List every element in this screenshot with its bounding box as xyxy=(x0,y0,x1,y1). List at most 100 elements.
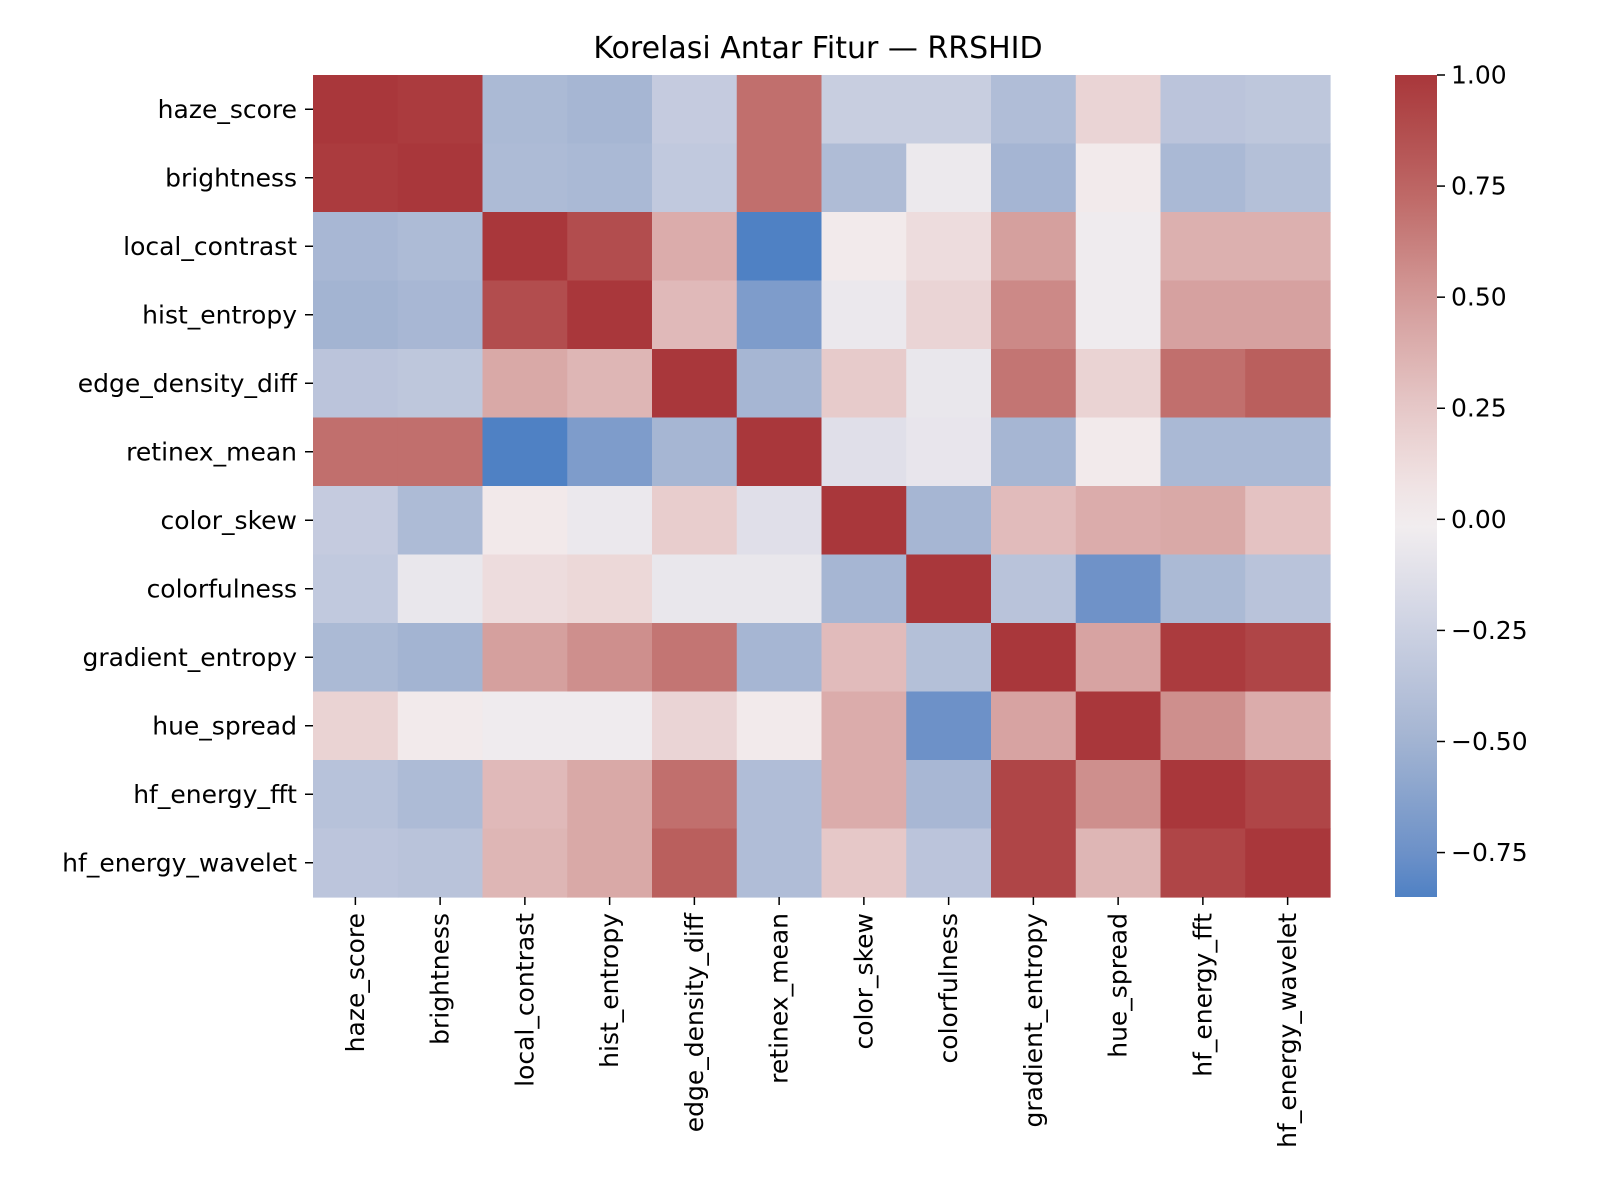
heatmap-cell-brightness-color_skew xyxy=(821,143,907,213)
heatmap-cell-colorfulness-brightness xyxy=(397,554,484,624)
row-label-local_contrast: local_contrast xyxy=(123,232,297,261)
heatmap-cell-haze_score-brightness xyxy=(397,75,484,145)
heatmap-cell-hue_spread-brightness xyxy=(397,691,484,761)
heatmap-cell-brightness-hf_energy_wavelet xyxy=(1245,143,1331,213)
column-label-local_contrast: local_contrast xyxy=(510,913,539,1087)
heatmap-cell-color_skew-color_skew xyxy=(821,486,907,556)
colorbar-tick-label: 0.25 xyxy=(1451,394,1507,423)
heatmap-cell-color_skew-hue_spread xyxy=(1075,486,1162,556)
row-label-gradient_entropy: gradient_entropy xyxy=(82,643,297,672)
colorbar-gradient xyxy=(1395,75,1437,897)
heatmap-cell-brightness-hist_entropy xyxy=(567,143,653,213)
heatmap-cell-gradient_entropy-local_contrast xyxy=(482,623,568,693)
heatmap-cell-colorfulness-color_skew xyxy=(821,554,907,624)
heatmap-cell-retinex_mean-edge_density_diff xyxy=(652,417,738,487)
row-label-hf_energy_wavelet: hf_energy_wavelet xyxy=(62,848,297,877)
heatmap-cell-hf_energy_fft-brightness xyxy=(397,760,484,830)
heatmap-cell-colorfulness-retinex_mean xyxy=(736,554,823,624)
heatmap-cell-haze_score-retinex_mean xyxy=(736,75,823,145)
heatmap-cell-hue_spread-retinex_mean xyxy=(736,691,823,761)
heatmap-cell-local_contrast-edge_density_diff xyxy=(652,212,738,282)
colorbar-tick-label: 0.50 xyxy=(1451,283,1507,312)
heatmap-cell-hue_spread-colorfulness xyxy=(906,691,992,761)
heatmap-cell-local_contrast-colorfulness xyxy=(906,212,992,282)
heatmap-cell-haze_score-local_contrast xyxy=(482,75,568,145)
heatmap-cell-colorfulness-hf_energy_fft xyxy=(1160,554,1246,624)
heatmap-cell-brightness-hf_energy_fft xyxy=(1160,143,1246,213)
heatmap-cell-edge_density_diff-local_contrast xyxy=(482,349,568,419)
row-label-color_skew: color_skew xyxy=(161,506,298,535)
heatmap-cell-color_skew-local_contrast xyxy=(482,486,568,556)
heatmap-cell-hf_energy_fft-colorfulness xyxy=(906,760,992,830)
heatmap-cell-brightness-colorfulness xyxy=(906,143,992,213)
heatmap-cell-hf_energy_wavelet-haze_score xyxy=(313,828,399,898)
heatmap-cell-local_contrast-retinex_mean xyxy=(736,212,823,282)
heatmap-cell-edge_density_diff-edge_density_diff xyxy=(652,349,738,419)
heatmap-cell-retinex_mean-hist_entropy xyxy=(567,417,653,487)
heatmap-cell-colorfulness-hf_energy_wavelet xyxy=(1245,554,1331,624)
heatmap-cell-color_skew-hf_energy_wavelet xyxy=(1245,486,1331,556)
heatmap-cell-haze_score-hf_energy_fft xyxy=(1160,75,1246,145)
heatmap-cell-hist_entropy-haze_score xyxy=(313,280,399,350)
heatmap-cell-haze_score-hist_entropy xyxy=(567,75,653,145)
heatmap-cell-brightness-retinex_mean xyxy=(736,143,823,213)
heatmap-cell-gradient_entropy-brightness xyxy=(397,623,484,693)
heatmap-cell-hf_energy_fft-edge_density_diff xyxy=(652,760,738,830)
column-label-hue_spread: hue_spread xyxy=(1104,913,1133,1058)
heatmap-cell-retinex_mean-color_skew xyxy=(821,417,907,487)
heatmap-cell-haze_score-haze_score xyxy=(313,75,399,145)
heatmap-cell-color_skew-retinex_mean xyxy=(736,486,823,556)
heatmap-cell-color_skew-colorfulness xyxy=(906,486,992,556)
heatmap-cell-edge_density_diff-color_skew xyxy=(821,349,907,419)
heatmap-cell-edge_density_diff-hue_spread xyxy=(1075,349,1162,419)
heatmap-cell-hist_entropy-retinex_mean xyxy=(736,280,823,350)
heatmap-cell-hf_energy_wavelet-edge_density_diff xyxy=(652,828,738,898)
heatmap-cell-edge_density_diff-hist_entropy xyxy=(567,349,653,419)
heatmap-cell-brightness-local_contrast xyxy=(482,143,568,213)
heatmap-cell-hist_entropy-hue_spread xyxy=(1075,280,1162,350)
heatmap-cell-retinex_mean-hf_energy_wavelet xyxy=(1245,417,1331,487)
heatmap-cell-local_contrast-hf_energy_wavelet xyxy=(1245,212,1331,282)
heatmap-cell-brightness-hue_spread xyxy=(1075,143,1162,213)
heatmap-cell-colorfulness-hue_spread xyxy=(1075,554,1162,624)
heatmap-cell-colorfulness-local_contrast xyxy=(482,554,568,624)
heatmap-cell-hf_energy_wavelet-hue_spread xyxy=(1075,828,1162,898)
row-label-hf_energy_fft: hf_energy_fft xyxy=(133,780,297,809)
colorbar: 1.00 0.75 0.50 0.25 0.00 −0.25 −0.50 −0.75 xyxy=(1395,61,1528,897)
heatmap-cell-colorfulness-colorfulness xyxy=(906,554,992,624)
heatmap-cell-hist_entropy-hf_energy_fft xyxy=(1160,280,1246,350)
heatmap-cell-color_skew-edge_density_diff xyxy=(652,486,738,556)
heatmap-cell-hue_spread-gradient_entropy xyxy=(991,691,1077,761)
heatmap-cell-gradient_entropy-gradient_entropy xyxy=(991,623,1077,693)
row-label-edge_density_diff: edge_density_diff xyxy=(78,369,298,398)
heatmap-cell-local_contrast-brightness xyxy=(397,212,484,282)
heatmap-cell-hue_spread-hue_spread xyxy=(1075,691,1162,761)
heatmap-cell-retinex_mean-local_contrast xyxy=(482,417,568,487)
column-label-hf_energy_fft: hf_energy_fft xyxy=(1188,913,1217,1077)
heatmap-cell-hist_entropy-color_skew xyxy=(821,280,907,350)
heatmap-cell-brightness-haze_score xyxy=(313,143,399,213)
heatmap-cell-hue_spread-hist_entropy xyxy=(567,691,653,761)
column-label-hist_entropy: hist_entropy xyxy=(595,913,624,1068)
heatmap-cell-retinex_mean-hf_energy_fft xyxy=(1160,417,1246,487)
heatmap-cell-hf_energy_fft-retinex_mean xyxy=(736,760,823,830)
row-tick-labels: haze_score brightness local_contrast hist_e… xyxy=(62,95,313,877)
heatmap-cell-hf_energy_wavelet-brightness xyxy=(397,828,484,898)
column-label-retinex_mean: retinex_mean xyxy=(765,913,794,1084)
colorbar-tick-label: 0.75 xyxy=(1451,172,1507,201)
heatmap-cell-colorfulness-edge_density_diff xyxy=(652,554,738,624)
heatmap-cell-hf_energy_fft-color_skew xyxy=(821,760,907,830)
heatmap-cell-hist_entropy-local_contrast xyxy=(482,280,568,350)
colorbar-tick-label: 0.00 xyxy=(1451,505,1507,534)
heatmap-cell-gradient_entropy-hue_spread xyxy=(1075,623,1162,693)
heatmap-cell-hf_energy_fft-haze_score xyxy=(313,760,399,830)
heatmap-cell-hf_energy_wavelet-colorfulness xyxy=(906,828,992,898)
heatmap-cell-local_contrast-color_skew xyxy=(821,212,907,282)
heatmap-cell-hue_spread-color_skew xyxy=(821,691,907,761)
heatmap-cell-hf_energy_wavelet-retinex_mean xyxy=(736,828,823,898)
heatmap-cell-hf_energy_fft-hist_entropy xyxy=(567,760,653,830)
row-label-brightness: brightness xyxy=(165,163,297,192)
heatmap-cell-gradient_entropy-hf_energy_wavelet xyxy=(1245,623,1331,693)
row-label-hue_spread: hue_spread xyxy=(152,711,297,740)
heatmap-cell-hue_spread-local_contrast xyxy=(482,691,568,761)
